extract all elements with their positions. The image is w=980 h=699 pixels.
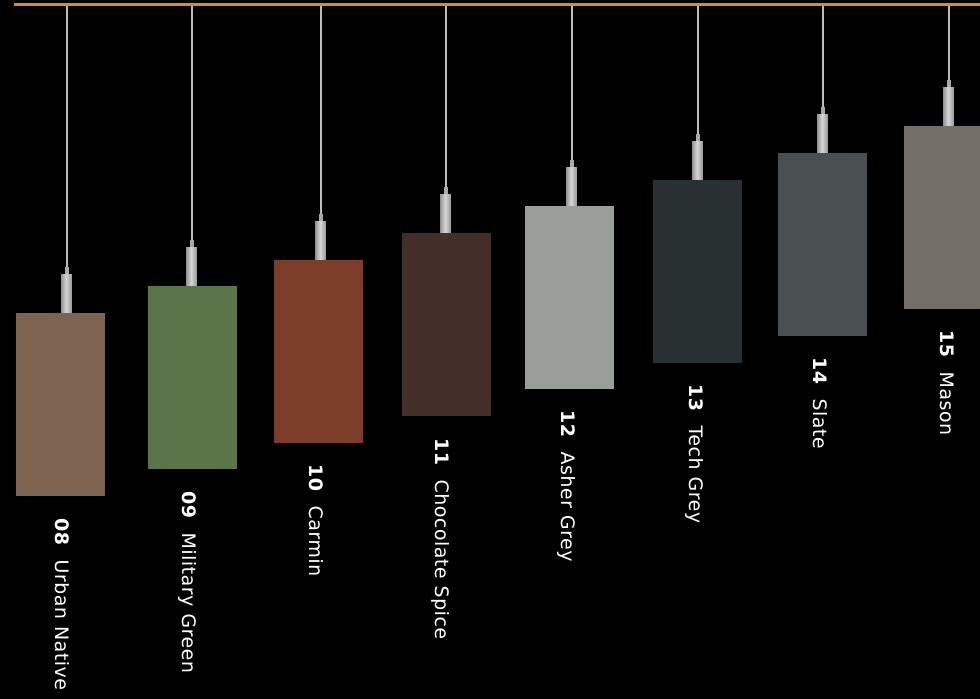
pendant-collar [186,247,197,287]
pendant-name: Tech Grey [684,425,706,524]
pendant-number: 15 [935,330,957,358]
pendant-shade [148,286,237,469]
pendant-collar [566,167,577,207]
pendant-neck [947,80,951,88]
pendant-number: 14 [808,357,830,385]
pendant-collar [943,87,954,127]
ceiling-rail [14,3,980,6]
pendant-number: 13 [684,384,706,412]
pendant-shade [525,206,614,389]
pendant-caption: 08 Urban Native [50,518,72,690]
pendant-name: Chocolate Spice [430,479,452,640]
pendant-neck [570,160,574,168]
pendant-neck [696,134,700,142]
pendant-cable [320,6,322,216]
pendant-name: Carmin [304,505,326,577]
pendant-cable [948,6,950,82]
pendant-collar [692,141,703,181]
pendant-neck [444,187,448,195]
pendant-number: 08 [50,518,72,546]
pendant-cable [822,6,824,109]
pendant-caption: 10 Carmin [304,464,326,577]
pendant-cable [191,6,193,242]
pendant-neck [190,240,194,248]
pendant-shade [778,153,867,336]
pendant-caption: 13 Tech Grey [684,384,706,524]
pendant-caption: 11 Chocolate Spice [430,438,452,640]
pendant-collar [61,274,72,314]
pendant-name: Mason [935,371,957,436]
pendant-collar [440,194,451,234]
pendant-cable [66,6,68,269]
pendant-number: 11 [430,438,452,466]
pendant-neck [65,267,69,275]
pendant-neck [821,107,825,115]
pendant-name: Slate [808,398,830,450]
pendant-number: 12 [556,410,578,438]
pendant-name: Urban Native [50,559,72,691]
pendant-caption: 09 Military Green [177,491,199,673]
pendant-shade [16,313,105,496]
pendant-neck [319,214,323,222]
pendant-shade [402,233,491,416]
pendant-number: 09 [177,491,199,519]
pendant-cable [697,6,699,136]
pendant-collar [315,221,326,261]
pendant-number: 10 [304,464,326,492]
pendant-caption: 15 Mason [935,330,957,436]
pendant-shade [904,126,980,309]
pendant-shade [274,260,363,443]
pendant-shade [653,180,742,363]
pendant-caption: 12 Asher Grey [556,410,578,562]
pendant-cable [445,6,447,189]
pendant-cable [571,6,573,162]
pendant-collar [817,114,828,154]
pendant-caption: 14 Slate [808,357,830,449]
pendant-name: Military Green [177,532,199,674]
pendant-name: Asher Grey [556,451,578,562]
